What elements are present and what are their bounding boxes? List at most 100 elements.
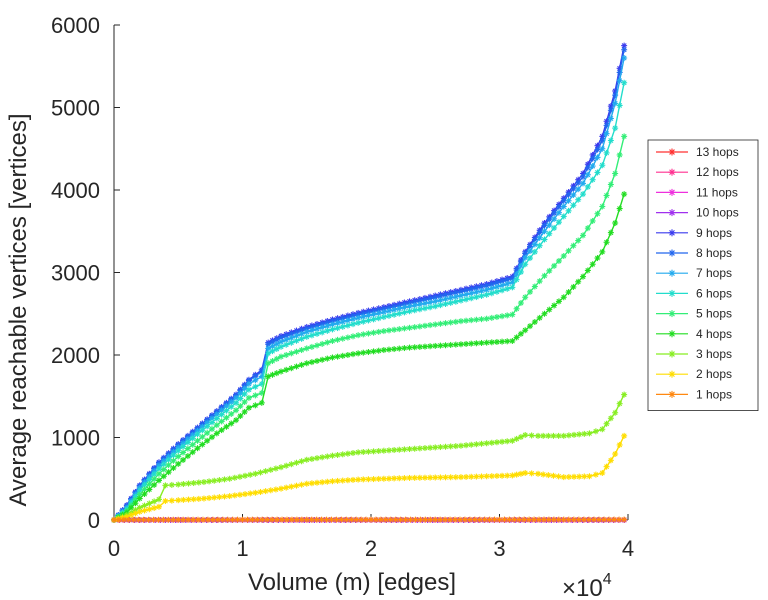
data-point — [199, 433, 206, 440]
data-point — [380, 447, 387, 454]
data-point — [411, 302, 418, 309]
data-point — [237, 395, 244, 402]
data-point — [288, 350, 295, 357]
data-point — [565, 516, 572, 523]
data-point — [535, 432, 542, 439]
data-point — [401, 475, 408, 482]
data-point — [586, 473, 593, 480]
data-point — [447, 341, 454, 348]
data-point — [517, 470, 524, 477]
data-point — [432, 303, 439, 310]
y-tick-label: 1000 — [51, 426, 100, 451]
data-point — [421, 305, 428, 312]
data-point — [308, 343, 315, 350]
data-point — [141, 491, 148, 498]
data-point — [146, 481, 153, 488]
data-point — [247, 471, 254, 478]
data-point — [324, 453, 331, 460]
data-point — [551, 262, 558, 269]
data-point — [575, 196, 582, 203]
data-point — [612, 451, 619, 457]
data-point — [483, 440, 490, 447]
data-point — [226, 475, 233, 482]
data-point — [535, 470, 542, 477]
data-point — [603, 420, 610, 427]
data-point — [545, 432, 552, 439]
data-point — [584, 267, 591, 274]
data-point — [621, 133, 628, 140]
data-point — [603, 122, 610, 129]
data-point — [288, 334, 295, 341]
data-point — [584, 171, 591, 178]
data-point — [221, 476, 228, 483]
data-point — [236, 491, 243, 498]
series-3-hops — [111, 391, 628, 523]
data-point — [621, 432, 628, 439]
data-point — [365, 330, 372, 337]
legend-label: 7 hops — [696, 266, 732, 280]
data-point — [360, 449, 367, 456]
data-point — [380, 328, 387, 335]
data-point — [416, 301, 423, 308]
data-point — [324, 339, 331, 346]
data-point — [407, 516, 414, 523]
data-point — [594, 210, 601, 217]
legend-label: 6 hops — [696, 286, 732, 300]
data-point — [473, 441, 480, 448]
data-point — [493, 314, 500, 321]
data-point — [391, 447, 398, 454]
data-point — [570, 191, 577, 198]
data-point — [334, 325, 341, 332]
data-point — [416, 445, 423, 452]
data-point — [442, 342, 449, 349]
data-point — [546, 216, 553, 223]
data-point — [599, 203, 606, 210]
axis-labels: Average reachable vertices [vertices] Vo… — [5, 13, 634, 600]
data-point — [504, 472, 511, 479]
data-point — [457, 318, 464, 325]
data-point — [218, 418, 225, 425]
data-point — [401, 309, 408, 316]
data-point — [385, 327, 392, 334]
data-point — [344, 334, 351, 341]
data-point — [595, 516, 602, 523]
data-point — [499, 338, 506, 345]
data-point — [242, 491, 249, 498]
data-point — [457, 474, 464, 481]
data-point — [603, 149, 610, 156]
data-point — [516, 516, 523, 523]
x-multiplier-base: ×10 — [562, 575, 603, 600]
data-point — [360, 331, 367, 338]
data-point — [570, 242, 577, 249]
legend-marker — [668, 249, 676, 257]
data-point — [245, 404, 252, 411]
data-point — [344, 317, 351, 324]
data-point — [200, 495, 207, 502]
data-point — [478, 473, 485, 480]
y-tick-label: 4000 — [51, 178, 100, 203]
data-point — [513, 305, 520, 312]
data-point — [565, 191, 572, 198]
data-point — [442, 516, 449, 523]
data-point — [269, 343, 276, 350]
data-point — [541, 236, 548, 243]
data-point — [160, 473, 167, 480]
data-point — [319, 454, 326, 461]
data-point — [165, 469, 172, 476]
data-point — [213, 430, 220, 437]
data-point — [531, 283, 538, 290]
data-point — [298, 347, 305, 354]
data-point — [555, 298, 562, 305]
data-point — [208, 419, 215, 426]
data-point — [528, 470, 535, 477]
data-point — [303, 456, 310, 463]
x-axis-title: Volume (m) [edges] — [248, 569, 456, 596]
data-point — [298, 458, 305, 465]
x-tick-label: 2 — [365, 536, 377, 561]
data-point — [385, 447, 392, 454]
data-point — [417, 516, 424, 523]
data-point — [387, 516, 394, 523]
data-point — [303, 333, 310, 340]
y-tick-label: 3000 — [51, 261, 100, 286]
data-point — [365, 317, 372, 324]
